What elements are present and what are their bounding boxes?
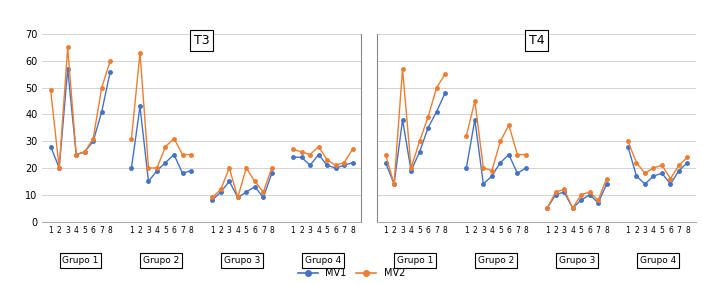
Text: Grupo 4: Grupo 4 [304,256,341,265]
Text: T4: T4 [529,34,544,47]
Text: Grupo 2: Grupo 2 [478,256,514,265]
Text: Grupo 3: Grupo 3 [224,256,260,265]
Text: Grupo 3: Grupo 3 [559,256,595,265]
Text: Grupo 1: Grupo 1 [63,256,98,265]
Text: Grupo 2: Grupo 2 [143,256,179,265]
Legend: MV1, MV2: MV1, MV2 [295,264,408,282]
Text: Grupo 4: Grupo 4 [640,256,676,265]
Text: T3: T3 [194,34,209,47]
Text: Grupo 1: Grupo 1 [397,256,434,265]
